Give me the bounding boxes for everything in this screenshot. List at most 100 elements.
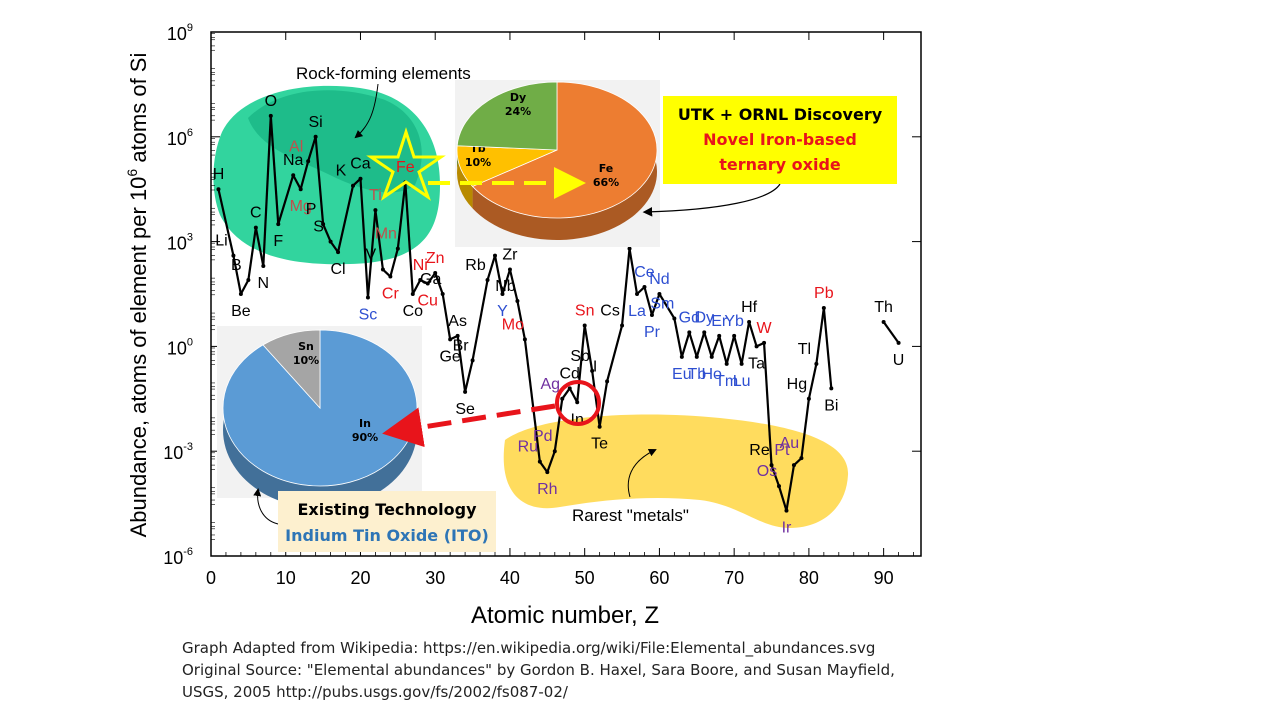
data-point	[597, 424, 602, 429]
y-tick-label: 103	[167, 232, 193, 254]
data-point	[672, 316, 677, 321]
element-label: Sn	[575, 302, 595, 319]
element-label: W	[756, 320, 772, 337]
ito-callout-line2: Indium Tin Oxide (ITO)	[285, 526, 489, 545]
data-point	[814, 361, 819, 366]
data-point	[702, 330, 707, 335]
data-point	[724, 361, 729, 366]
series-segment	[217, 188, 235, 256]
element-label: N	[258, 275, 270, 292]
data-point	[313, 134, 318, 139]
data-point	[365, 295, 370, 300]
element-label: Te	[591, 436, 608, 453]
data-point	[560, 396, 565, 401]
data-point	[552, 449, 557, 454]
data-point	[485, 278, 490, 283]
element-label: Pt	[774, 442, 790, 459]
series-segment	[307, 136, 317, 162]
rock-forming-pointer	[354, 83, 379, 139]
series-segment	[411, 279, 422, 295]
data-point	[657, 292, 662, 296]
data-point	[582, 323, 587, 328]
data-point	[261, 264, 266, 269]
element-label: Tb	[687, 366, 706, 383]
in-arrow	[382, 403, 556, 448]
series-segment	[292, 174, 302, 190]
data-point	[515, 298, 520, 303]
element-label: H	[213, 166, 225, 183]
pie-slice	[471, 81, 658, 219]
series-segment	[471, 279, 489, 361]
plot-area	[210, 31, 922, 557]
pie-slice-pct: 10%	[465, 156, 491, 169]
pie-slice-pct: 24%	[505, 105, 531, 118]
data-point	[336, 250, 341, 255]
data-point	[605, 379, 610, 384]
y-tick-label: 106	[167, 127, 193, 149]
element-label: Pr	[644, 324, 661, 341]
element-label: Mn	[375, 226, 397, 243]
series-segment	[650, 293, 661, 316]
data-point	[493, 253, 497, 258]
series-segment	[277, 174, 295, 225]
abundance-line	[216, 113, 901, 513]
element-label: Co	[403, 303, 424, 320]
data-point	[739, 361, 744, 366]
caption-line1: Graph Adapted from Wikipedia: https://en…	[182, 639, 876, 657]
data-point	[440, 292, 445, 296]
data-point	[590, 368, 595, 373]
series-segment	[725, 335, 736, 365]
series-segment	[441, 293, 452, 340]
pie-slice-label: Dy	[510, 91, 526, 104]
data-point	[732, 333, 737, 338]
pie-slice-pct: 10%	[293, 354, 319, 367]
element-label: Cr	[382, 286, 400, 303]
source-caption: Graph Adapted from Wikipedia: https://en…	[182, 637, 942, 703]
data-point	[567, 386, 572, 391]
data-point	[777, 484, 781, 489]
data-point	[896, 340, 901, 345]
element-label: Pb	[814, 285, 834, 302]
element-label: I	[593, 358, 597, 375]
series-segment	[598, 381, 609, 427]
data-point	[351, 183, 355, 188]
series-segment	[762, 342, 773, 466]
series-segment	[329, 240, 339, 253]
element-label: Si	[309, 114, 323, 131]
data-point	[507, 267, 512, 272]
x-axis: 0 10 20 30 40 50 60 70 80 90	[206, 32, 914, 588]
data-point	[238, 292, 243, 296]
series-segment	[777, 485, 788, 511]
series-segment	[658, 293, 676, 320]
element-label: Yb	[724, 313, 744, 330]
data-point	[253, 225, 258, 230]
x-tick-label: 10	[276, 568, 296, 588]
element-label: Bi	[824, 397, 838, 414]
x-axis-title: Atomic number, Z	[471, 602, 659, 629]
element-label: Rb	[465, 257, 486, 274]
utk-discovery-callout: UTK + ORNL Discovery Novel Iron-based te…	[663, 96, 897, 184]
series-segment	[568, 387, 579, 403]
series-segment	[336, 185, 355, 253]
data-point	[358, 176, 363, 181]
element-label: Cs	[600, 302, 620, 319]
series-segment	[576, 325, 586, 403]
data-point	[395, 246, 400, 251]
element-label: K	[336, 163, 347, 180]
element-label: Mg	[290, 198, 312, 215]
series-segment	[882, 321, 900, 344]
element-label: Ir	[782, 520, 792, 537]
data-point	[679, 354, 684, 359]
data-point	[829, 386, 834, 391]
series-segment	[523, 339, 541, 462]
in-circle-highlight	[555, 380, 601, 426]
element-label: As	[448, 313, 467, 330]
utk-callout-line2: Novel Iron-based	[703, 130, 857, 149]
series-segment	[322, 223, 332, 243]
series-segment	[718, 335, 728, 365]
data-point	[635, 292, 639, 296]
data-point	[216, 187, 221, 192]
x-tick-label: 30	[425, 568, 445, 588]
y-axis: 109 106 103 100 10-3 10-6	[163, 22, 921, 568]
